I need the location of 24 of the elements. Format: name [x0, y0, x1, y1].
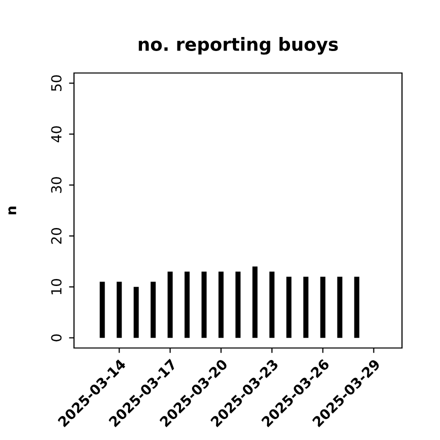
bar	[235, 272, 241, 338]
bar	[218, 272, 224, 338]
y-tick-label: 30	[51, 177, 62, 193]
bar	[116, 282, 122, 338]
y-tick-label: 10	[51, 278, 62, 294]
y-axis-title: n	[8, 206, 16, 214]
bar	[354, 276, 360, 338]
bar	[168, 272, 173, 338]
bar	[184, 272, 190, 338]
y-tick-label: 40	[51, 126, 62, 142]
bar	[269, 272, 274, 338]
bar	[320, 276, 326, 338]
bar	[134, 286, 139, 338]
y-tick-label: 20	[51, 228, 62, 244]
bar	[337, 276, 342, 338]
bar	[286, 276, 292, 338]
y-tick-label: 50	[51, 75, 62, 91]
bar	[303, 276, 308, 338]
bar	[252, 266, 258, 338]
bar	[150, 282, 156, 338]
chart-title: no. reporting buoys	[138, 37, 338, 55]
bar	[100, 282, 105, 338]
y-tick-label: 0	[51, 334, 62, 342]
bar	[202, 272, 207, 338]
